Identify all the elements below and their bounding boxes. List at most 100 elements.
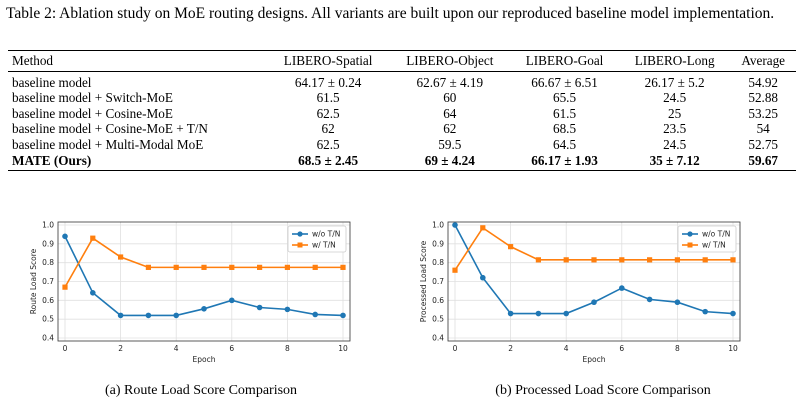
cell-value: 68.5 bbox=[552, 121, 577, 137]
cell-method: baseline model bbox=[12, 74, 92, 90]
data-point bbox=[702, 257, 708, 263]
y-tick-label: 0.4 bbox=[432, 334, 444, 343]
data-point bbox=[118, 254, 124, 260]
data-point bbox=[229, 264, 235, 270]
table-row: baseline model 64.17 ± 0.24 62.67 ± 4.19… bbox=[8, 71, 796, 90]
x-axis-label: Epoch bbox=[583, 355, 606, 364]
x-tick-label: 8 bbox=[675, 344, 680, 353]
data-point bbox=[173, 264, 179, 270]
x-tick-label: 6 bbox=[619, 344, 624, 353]
data-point bbox=[312, 264, 318, 270]
data-point bbox=[90, 290, 96, 296]
data-point bbox=[90, 235, 96, 241]
header-method: Method bbox=[12, 53, 54, 68]
cell-value: 59.5 bbox=[438, 136, 462, 152]
data-point bbox=[257, 264, 263, 270]
cell-value: 62 bbox=[321, 121, 335, 137]
cell-method: baseline model + Cosine-MoE bbox=[12, 105, 173, 121]
y-tick-label: 0.7 bbox=[432, 277, 444, 286]
processed-load-chart-svg: 0.4 0.5 0.6 0.7 0.8 0.9 1.0 0 2 4 6 8 10 Epoch Process… bbox=[419, 221, 741, 364]
data-point bbox=[480, 225, 486, 231]
data-point bbox=[201, 264, 207, 270]
x-tick-label: 4 bbox=[564, 344, 569, 353]
cell-value: 24.5 bbox=[663, 90, 687, 106]
data-point bbox=[256, 304, 263, 311]
data-point bbox=[702, 308, 708, 315]
legend-label: w/ T/N bbox=[702, 241, 726, 250]
x-tick-label: 10 bbox=[728, 344, 738, 353]
data-point bbox=[563, 257, 569, 263]
data-point bbox=[62, 284, 68, 290]
x-tick-label: 8 bbox=[285, 344, 290, 353]
figure-caption-b: (b) Processed Load Score Comparison bbox=[495, 383, 711, 398]
x-tick-label: 10 bbox=[338, 344, 348, 353]
y-tick-label: 0.7 bbox=[42, 277, 54, 286]
y-tick-label: 0.6 bbox=[42, 296, 54, 305]
data-point bbox=[201, 306, 207, 312]
data-point bbox=[591, 257, 597, 263]
y-tick-label: 0.8 bbox=[42, 258, 54, 267]
table-row: baseline model + Cosine-MoE 62.5 64 61.5… bbox=[8, 106, 796, 122]
table-row-ours: MATE (Ours) 68.5 ± 2.45 69 ± 4.24 66.17 … bbox=[8, 153, 796, 171]
cell-value: 66.67 ± 6.51 bbox=[531, 74, 598, 90]
x-tick-label: 0 bbox=[453, 344, 458, 353]
data-point bbox=[730, 257, 736, 263]
processed-load-chart: 0.4 0.5 0.6 0.7 0.8 0.9 1.0 0 2 4 6 8 10 Epoch Process… bbox=[414, 218, 744, 368]
data-point bbox=[563, 310, 569, 317]
data-point bbox=[535, 310, 542, 317]
data-point bbox=[173, 312, 179, 319]
table-caption: Table 2: Ablation study on MoE routing d… bbox=[6, 5, 775, 22]
table-header-row: Method LIBERO-Spatial LIBERO-Object LIBE… bbox=[8, 50, 796, 72]
cell-method: baseline model + Switch-MoE bbox=[12, 90, 173, 106]
y-axis-label: Route Load Score bbox=[29, 248, 38, 314]
data-point bbox=[117, 312, 124, 319]
data-point bbox=[647, 257, 653, 263]
cell-average: 52.88 bbox=[748, 90, 779, 106]
cell-value: 61.5 bbox=[552, 105, 577, 121]
cell-average: 54.92 bbox=[748, 74, 779, 90]
data-point bbox=[145, 264, 151, 270]
y-tick-label: 0.9 bbox=[432, 239, 444, 248]
legend-label: w/o T/N bbox=[312, 230, 340, 239]
plot-frame bbox=[57, 221, 351, 342]
header-libero-object: LIBERO-Object bbox=[406, 53, 494, 68]
cell-value: 24.5 bbox=[663, 136, 687, 152]
data-point bbox=[62, 233, 68, 240]
legend-marker bbox=[687, 231, 693, 237]
legend-label: w/ T/N bbox=[312, 241, 336, 250]
y-tick-label: 0.8 bbox=[432, 258, 444, 267]
cell-average: 53.25 bbox=[748, 105, 779, 121]
data-point bbox=[507, 310, 514, 317]
cell-method: MATE (Ours) bbox=[12, 152, 92, 168]
legend-marker bbox=[297, 231, 303, 237]
cell-method: baseline model + Multi-Modal MoE bbox=[12, 136, 204, 152]
data-point bbox=[646, 296, 653, 303]
figure-caption-a: (a) Route Load Score Comparison bbox=[104, 383, 298, 398]
ablation-table: Method LIBERO-Spatial LIBERO-Object LIBE… bbox=[8, 50, 796, 171]
data-point bbox=[452, 267, 458, 273]
cell-value: 64 bbox=[443, 105, 457, 121]
cell-value: 64.5 bbox=[552, 136, 577, 152]
cell-value: 69 ± 4.24 bbox=[424, 152, 475, 168]
cell-value: 66.17 ± 1.93 bbox=[531, 152, 598, 168]
x-tick-label: 2 bbox=[118, 344, 123, 353]
data-point bbox=[145, 312, 152, 319]
cell-average: 52.75 bbox=[748, 136, 779, 152]
cell-value: 26.17 ± 5.2 bbox=[644, 74, 705, 90]
route-load-chart-svg: 0.4 0.5 0.6 0.7 0.8 0.9 1.0 0 2 4 6 8 10 Epoch Route L… bbox=[29, 221, 351, 364]
data-point bbox=[674, 257, 680, 263]
data-point bbox=[480, 274, 486, 281]
header-libero-long: LIBERO-Long bbox=[634, 53, 715, 68]
data-point bbox=[284, 306, 291, 313]
data-point bbox=[730, 310, 736, 317]
cell-value: 64.17 ± 0.24 bbox=[294, 74, 362, 90]
cell-value: 60 bbox=[443, 90, 457, 106]
data-point bbox=[452, 222, 458, 228]
y-tick-label: 1.0 bbox=[432, 221, 444, 230]
y-tick-label: 0.5 bbox=[42, 315, 54, 324]
data-point bbox=[535, 257, 541, 263]
y-tick-label: 0.9 bbox=[42, 239, 54, 248]
cell-value: 35 ± 7.12 bbox=[649, 152, 700, 168]
legend-label: w/o T/N bbox=[702, 230, 730, 239]
plot-frame bbox=[447, 221, 741, 342]
